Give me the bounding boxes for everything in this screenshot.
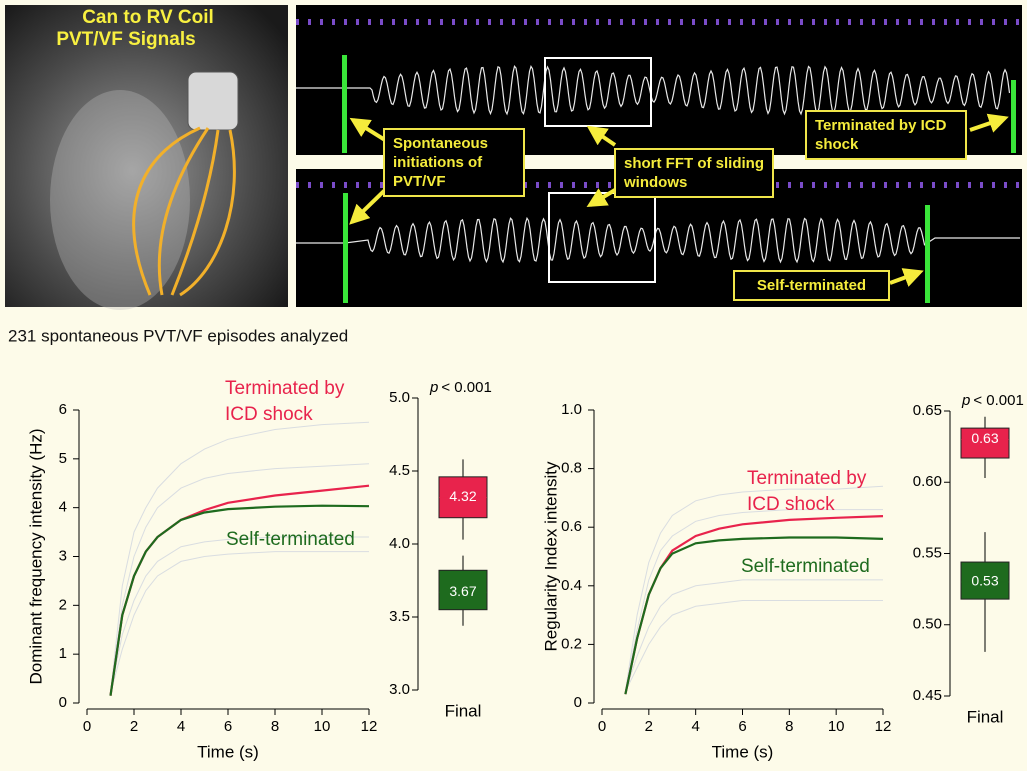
- background-line: [111, 537, 370, 693]
- y-tick-label: 3: [59, 547, 67, 564]
- y-tick-label: 5.0: [389, 389, 410, 406]
- series-label: Terminated by ICD shock: [225, 376, 375, 428]
- x-tick-label: Final: [445, 701, 482, 720]
- y-tick-label: 4: [59, 499, 67, 516]
- y-tick-label: 0.50: [913, 616, 942, 633]
- x-tick-label: 6: [224, 718, 232, 735]
- x-tick-label: 2: [130, 718, 138, 735]
- y-axis-title: Regularity Index intensity: [541, 461, 560, 651]
- x-tick-label: 8: [785, 718, 793, 735]
- panel-label: PVT/VF Signals: [56, 29, 195, 50]
- y-tick-label: 5: [59, 450, 67, 467]
- y-tick-label: 0.55: [913, 544, 942, 561]
- y-tick-label: 3.5: [389, 608, 410, 625]
- background-line: [111, 422, 370, 693]
- p-symbol: p: [961, 392, 970, 409]
- background-line: [111, 552, 370, 694]
- icd-device: [188, 72, 238, 130]
- median-label: 4.32: [449, 488, 476, 504]
- background-line: [625, 580, 883, 691]
- y-tick-label: 0.45: [913, 687, 942, 704]
- x-tick-label: 12: [361, 718, 378, 735]
- x-tick-label: 10: [828, 718, 845, 735]
- annotation: Terminated by ICD shock: [805, 110, 967, 160]
- series-label: Self-terminated: [741, 554, 891, 580]
- x-tick-label: 4: [691, 718, 699, 735]
- x-tick-label: 6: [738, 718, 746, 735]
- x-tick-label: 2: [645, 718, 653, 735]
- median-label: 0.63: [971, 430, 998, 446]
- annotation: Spontaneous initiations of PVT/VF: [383, 128, 525, 197]
- x-axis-title: Time (s): [712, 742, 774, 761]
- y-tick-label: 1.0: [561, 401, 582, 418]
- y-tick-label: 3.0: [389, 681, 410, 698]
- background-line: [111, 464, 370, 694]
- y-tick-label: 0.60: [913, 473, 942, 490]
- series-label: Terminated by ICD shock: [747, 466, 897, 518]
- series-label: Self-terminated: [226, 527, 376, 553]
- y-tick-label: 0.6: [561, 518, 582, 535]
- y-tick-label: 1: [59, 645, 67, 662]
- series-line: [625, 516, 883, 694]
- x-axis-title: Time (s): [197, 742, 259, 761]
- y-tick-label: 4.5: [389, 462, 410, 479]
- y-tick-label: 6: [59, 401, 67, 418]
- median-label: 0.53: [971, 573, 998, 589]
- series-line: [111, 486, 370, 696]
- median-label: 3.67: [449, 583, 476, 599]
- background-line: [625, 601, 883, 692]
- y-tick-label: 0.65: [913, 402, 942, 419]
- y-tick-label: 0: [59, 694, 67, 711]
- x-tick-label: 12: [875, 718, 892, 735]
- annotation: Self-terminated: [733, 270, 890, 301]
- y-tick-label: 0: [574, 694, 582, 711]
- p-value: p< 0.001: [961, 392, 1024, 409]
- y-axis-title: Dominant frequency intensity (Hz): [26, 428, 45, 684]
- figure: Can to RV Coil PVT/VF Signals 231 sponta…: [0, 0, 1027, 771]
- caption: 231 spontaneous PVT/VF episodes analyzed: [8, 326, 348, 345]
- p-value: p< 0.001: [429, 379, 492, 396]
- xray-shadow: [50, 90, 190, 310]
- p-symbol: p: [429, 379, 438, 396]
- annotation: short FFT of sliding windows: [614, 148, 774, 198]
- x-tick-label: 0: [83, 718, 91, 735]
- x-tick-label: 4: [177, 718, 185, 735]
- y-tick-label: 4.0: [389, 535, 410, 552]
- x-tick-label: 8: [271, 718, 279, 735]
- y-tick-label: 0.4: [561, 577, 582, 594]
- p-text: < 0.001: [441, 379, 491, 396]
- x-tick-label: 10: [314, 718, 331, 735]
- y-tick-label: 0.2: [561, 635, 582, 652]
- y-tick-label: 0.8: [561, 460, 582, 477]
- p-text: < 0.001: [973, 392, 1023, 409]
- y-tick-label: 2: [59, 596, 67, 613]
- x-tick-label: Final: [967, 707, 1004, 726]
- x-tick-label: 0: [598, 718, 606, 735]
- panel-label: Can to RV Coil: [82, 7, 214, 28]
